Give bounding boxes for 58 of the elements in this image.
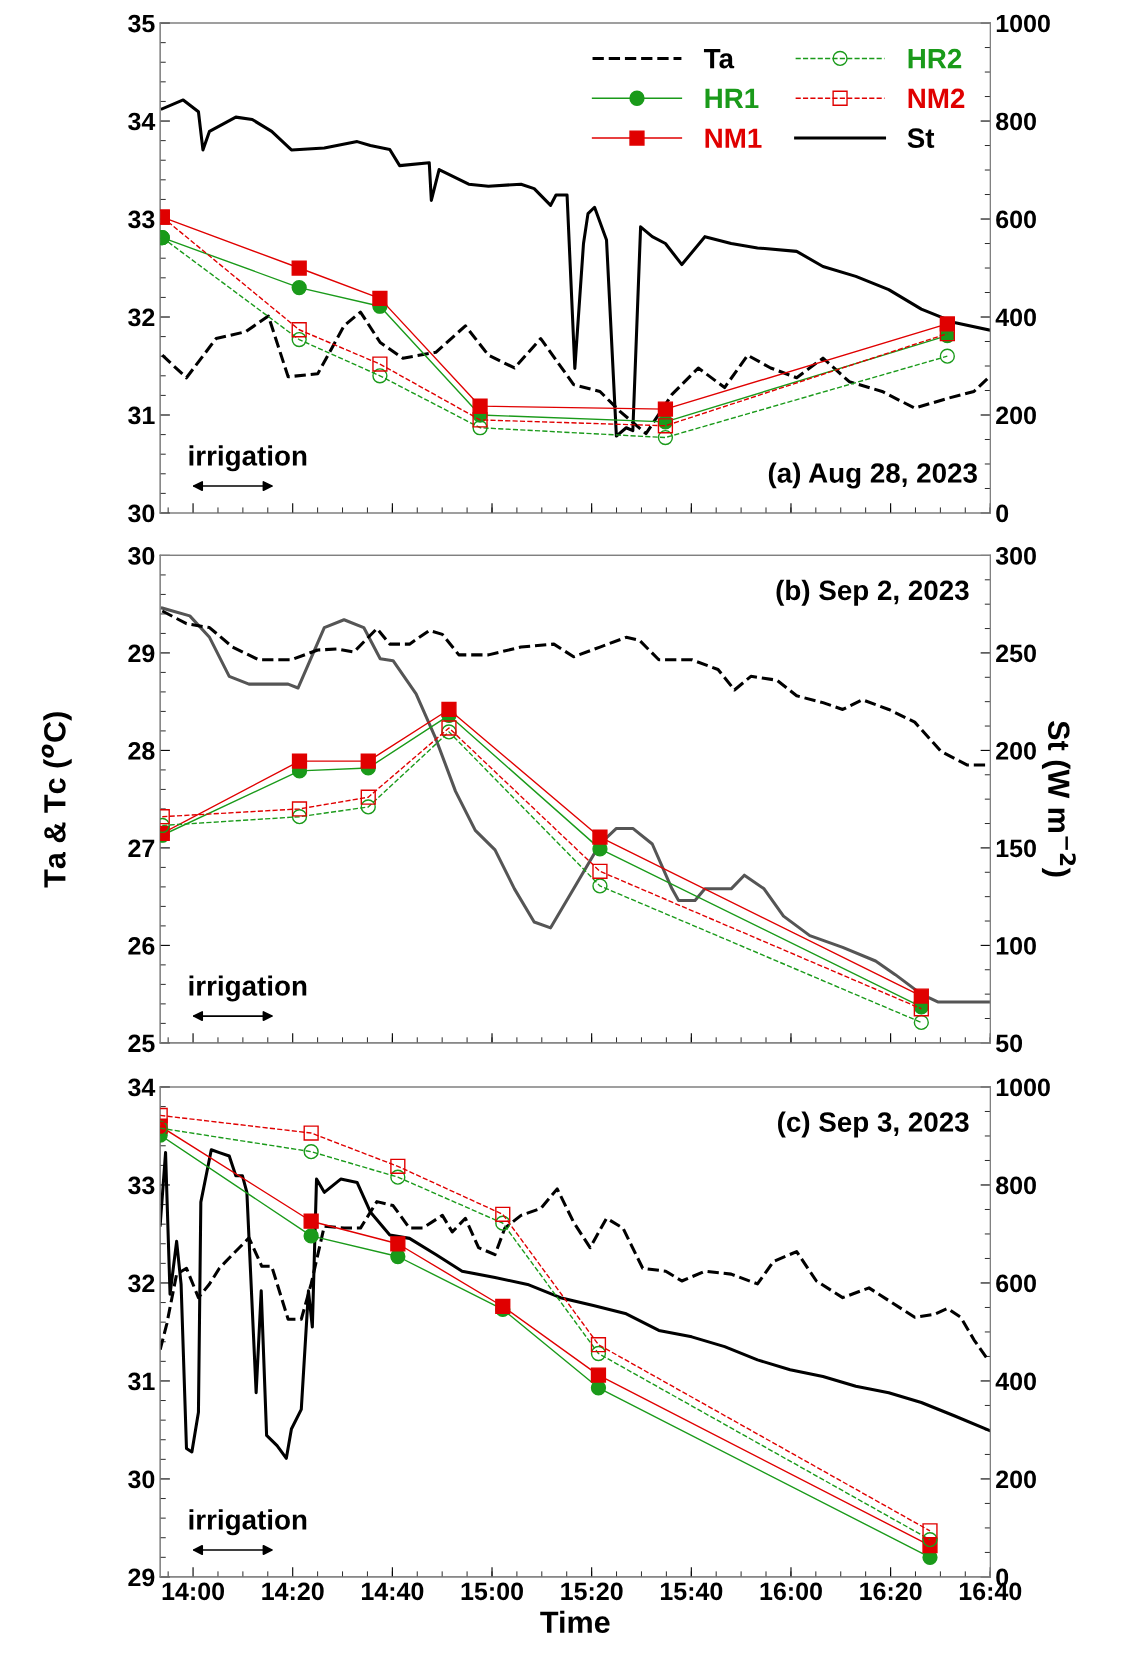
y2-tick-label: 300 bbox=[995, 547, 1036, 565]
y-tick-label: 29 bbox=[128, 644, 155, 663]
y-tick-label: 26 bbox=[128, 936, 155, 955]
y-tick-label: 30 bbox=[128, 504, 155, 523]
y2-tick-label: 100 bbox=[996, 936, 1036, 955]
annotation: irrigation bbox=[189, 445, 307, 472]
legend-label: HR1 bbox=[705, 88, 759, 108]
y-tick-label: 34 bbox=[128, 112, 156, 131]
x-tick-label: 14:20 bbox=[262, 1582, 324, 1601]
y-tick-label: 29 bbox=[128, 1568, 155, 1587]
y2-tick-label: 0 bbox=[996, 504, 1009, 523]
y-tick-label: 31 bbox=[128, 406, 155, 425]
y-tick-label: 30 bbox=[128, 1470, 155, 1489]
y2-tick-label: 600 bbox=[996, 1274, 1036, 1293]
x-tick-label: 16:20 bbox=[860, 1582, 922, 1601]
y2-tick-label: 800 bbox=[996, 112, 1036, 131]
x-tick-label: 15:20 bbox=[561, 1582, 623, 1601]
y2-tick-label: 600 bbox=[996, 210, 1036, 229]
legend-label: NM1 bbox=[705, 128, 762, 148]
y-tick-label: 34 bbox=[128, 1078, 156, 1097]
y2-tick-label: 1000 bbox=[996, 1078, 1050, 1097]
x-tick-label: 15:40 bbox=[660, 1582, 723, 1601]
y-tick-label: 33 bbox=[128, 210, 155, 229]
x-axis-title: Time bbox=[540, 1610, 610, 1634]
legend-label: HR2 bbox=[908, 48, 962, 69]
legend-label: NM2 bbox=[908, 88, 965, 108]
y2-tick-label: 200 bbox=[996, 742, 1036, 760]
annotation: (b) Sep 2, 2023 bbox=[776, 579, 969, 606]
y2-tick-label: 250 bbox=[996, 644, 1036, 663]
x-tick-label: 14:00 bbox=[162, 1582, 225, 1601]
y2-tick-label: 800 bbox=[996, 1176, 1036, 1195]
legend-label: St bbox=[907, 128, 935, 149]
legend-label: Ta bbox=[703, 49, 735, 69]
annotation: irrigation bbox=[189, 1509, 307, 1536]
y-tick-label: 32 bbox=[128, 308, 155, 327]
y-tick-label: 33 bbox=[128, 1176, 155, 1195]
y-tick-label: 31 bbox=[128, 1372, 155, 1391]
y-axis-title: Ta & Tc ($^{o}$C) bbox=[41, 712, 72, 888]
y-tick-label: 35 bbox=[128, 14, 155, 33]
y2-tick-label: 400 bbox=[995, 1372, 1036, 1391]
y2-tick-label: 1000 bbox=[996, 14, 1050, 33]
y2-tick-label: 150 bbox=[996, 839, 1036, 858]
annotation: (c) Sep 3, 2023 bbox=[778, 1111, 969, 1138]
x-tick-label: 15:00 bbox=[461, 1582, 523, 1601]
annotation: irrigation bbox=[189, 975, 307, 1002]
y2-tick-label: 50 bbox=[996, 1034, 1023, 1053]
y2-axis-title: St (W m$^{−2}$) bbox=[1041, 721, 1076, 877]
y2-tick-label: 200 bbox=[996, 406, 1036, 425]
y-tick-label: 28 bbox=[128, 742, 155, 760]
y2-tick-label: 400 bbox=[995, 308, 1036, 327]
y-tick-label: 30 bbox=[128, 547, 155, 565]
annotation: (a) Aug 28, 2023 bbox=[768, 462, 977, 489]
y-tick-label: 27 bbox=[128, 839, 155, 857]
y2-tick-label: 200 bbox=[996, 1470, 1036, 1489]
y-tick-label: 25 bbox=[128, 1034, 155, 1053]
y-tick-label: 32 bbox=[128, 1274, 155, 1293]
x-tick-label: 14:40 bbox=[361, 1582, 424, 1601]
x-tick-label: 16:00 bbox=[760, 1582, 822, 1601]
